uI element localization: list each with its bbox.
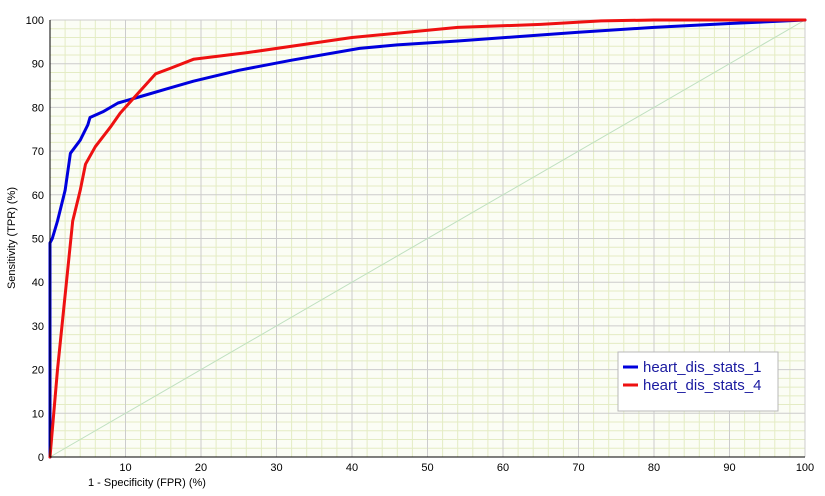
y-tick-label: 60 xyxy=(32,190,44,202)
x-tick-label: 50 xyxy=(421,462,433,474)
y-tick-label: 80 xyxy=(32,102,44,114)
x-axis-title: 1 - Specificity (FPR) (%) xyxy=(88,477,206,489)
x-tick-label: 70 xyxy=(572,462,584,474)
series-layer xyxy=(48,18,807,459)
y-tick-label: 50 xyxy=(32,234,44,246)
series-line-1 xyxy=(48,18,807,459)
legend-label-1: heart_dis_stats_1 xyxy=(643,359,761,376)
y-tick-label: 70 xyxy=(32,146,44,158)
x-tick-label: 20 xyxy=(195,462,207,474)
y-tick-label: 10 xyxy=(32,408,44,420)
y-tick-label: 40 xyxy=(32,277,44,289)
x-tick-label: 10 xyxy=(119,462,131,474)
x-tick-label: 80 xyxy=(648,462,660,474)
x-tick-label: 40 xyxy=(346,462,358,474)
axes xyxy=(49,20,805,458)
legend-label-2: heart_dis_stats_4 xyxy=(643,377,761,394)
x-tick-label: 90 xyxy=(723,462,735,474)
legend: heart_dis_stats_1 heart_dis_stats_4 xyxy=(617,351,779,412)
x-tick-label: 100 xyxy=(796,462,814,474)
y-tick-label: 0 xyxy=(38,452,44,464)
y-tick-label: 30 xyxy=(32,321,44,333)
legend-box xyxy=(617,351,779,412)
y-tick-labels: 0 10 20 30 40 50 60 70 80 90 100 xyxy=(26,15,44,464)
y-tick-label: 100 xyxy=(26,15,44,27)
series-line-2 xyxy=(48,18,807,459)
y-tick-label: 90 xyxy=(32,59,44,71)
x-tick-label: 60 xyxy=(497,462,509,474)
x-tick-label: 30 xyxy=(270,462,282,474)
reference-diagonal-line xyxy=(49,19,806,458)
y-axis-title: Sensitivity (TPR) (%) xyxy=(6,187,18,289)
y-tick-label: 20 xyxy=(32,365,44,377)
x-tick-labels: 10 20 30 40 50 60 70 80 90 100 xyxy=(119,462,814,474)
